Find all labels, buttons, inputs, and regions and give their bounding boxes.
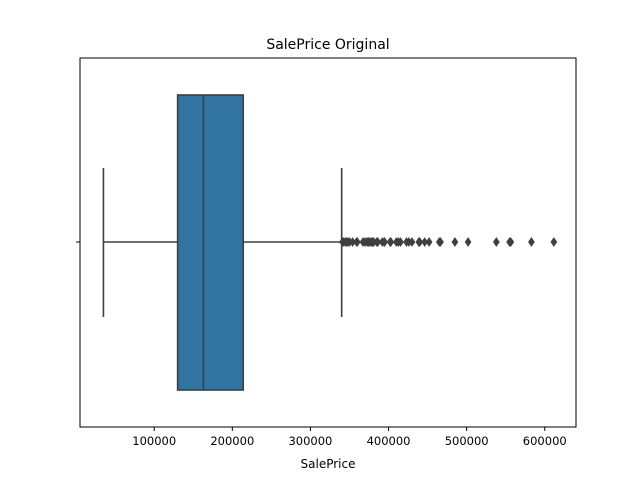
- outlier-point: [374, 237, 382, 247]
- x-tick-label: 100000: [132, 434, 176, 448]
- outlier-point: [425, 237, 433, 247]
- chart-title: SalePrice Original: [266, 37, 389, 53]
- x-axis-ticks: 100000 200000 300000 400000 500000 600000: [76, 241, 567, 448]
- outlier-point: [381, 237, 388, 247]
- outlier-point: [528, 237, 535, 247]
- plot-area: [102, 94, 558, 391]
- outlier-point: [507, 237, 515, 247]
- outlier-point: [464, 237, 472, 247]
- outlier-point: [387, 237, 395, 247]
- outlier-point: [451, 237, 459, 247]
- outlier-point: [408, 237, 416, 247]
- outlier-point: [349, 237, 356, 247]
- x-axis-label: SalePrice: [301, 457, 356, 471]
- plot-frame: [79, 57, 577, 428]
- outlier-point: [353, 237, 361, 247]
- x-tick-label: 400000: [367, 434, 411, 448]
- outlier-point: [421, 237, 429, 247]
- x-tick-label: 200000: [210, 434, 254, 448]
- outlier-point: [492, 237, 500, 247]
- x-tick-label: 300000: [288, 434, 332, 448]
- outlier-point: [550, 237, 558, 247]
- outlier-point: [416, 237, 424, 247]
- outlier-point: [437, 237, 444, 247]
- outlier-point: [397, 237, 404, 247]
- x-tick-label: 600000: [523, 434, 567, 448]
- iqr-box: [176, 94, 245, 391]
- x-tick-label: 500000: [445, 434, 489, 448]
